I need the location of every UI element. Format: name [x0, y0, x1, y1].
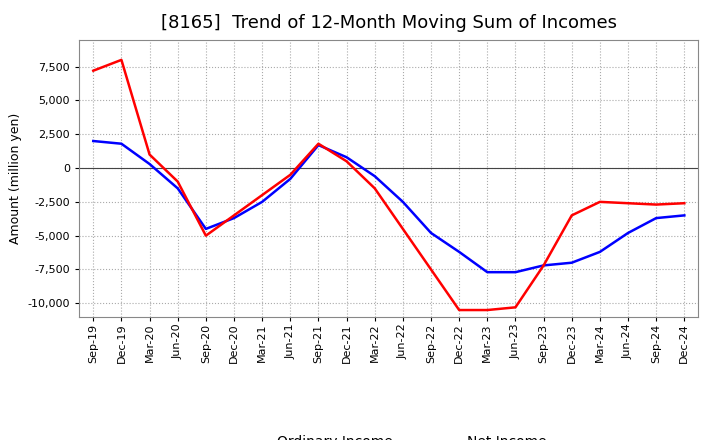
Net Income: [483, 308, 492, 313]
Net Income: [399, 226, 408, 231]
Net Income: [174, 179, 182, 184]
Ordinary Income: [370, 173, 379, 179]
Net Income: [680, 201, 688, 206]
Net Income: [624, 201, 632, 206]
Net Income: [370, 186, 379, 191]
Net Income: [567, 213, 576, 218]
Net Income: [202, 233, 210, 238]
Net Income: [258, 192, 266, 198]
Ordinary Income: [595, 249, 604, 254]
Ordinary Income: [145, 161, 154, 167]
Net Income: [427, 267, 436, 272]
Net Income: [342, 159, 351, 164]
Line: Net Income: Net Income: [94, 60, 684, 310]
Net Income: [652, 202, 660, 207]
Ordinary Income: [314, 143, 323, 148]
Ordinary Income: [652, 216, 660, 221]
Ordinary Income: [258, 199, 266, 205]
Ordinary Income: [202, 226, 210, 231]
Ordinary Income: [399, 199, 408, 205]
Ordinary Income: [230, 216, 238, 221]
Legend: Ordinary Income, Net Income: Ordinary Income, Net Income: [226, 429, 552, 440]
Ordinary Income: [455, 249, 464, 254]
Ordinary Income: [539, 263, 548, 268]
Ordinary Income: [680, 213, 688, 218]
Ordinary Income: [427, 230, 436, 235]
Net Income: [117, 57, 126, 62]
Net Income: [230, 213, 238, 218]
Ordinary Income: [483, 270, 492, 275]
Ordinary Income: [89, 138, 98, 143]
Ordinary Income: [286, 176, 294, 182]
Net Income: [511, 304, 520, 310]
Ordinary Income: [174, 186, 182, 191]
Title: [8165]  Trend of 12-Month Moving Sum of Incomes: [8165] Trend of 12-Month Moving Sum of I…: [161, 15, 617, 33]
Ordinary Income: [624, 230, 632, 235]
Net Income: [539, 263, 548, 268]
Net Income: [455, 308, 464, 313]
Net Income: [145, 152, 154, 157]
Net Income: [314, 141, 323, 147]
Line: Ordinary Income: Ordinary Income: [94, 141, 684, 272]
Net Income: [595, 199, 604, 205]
Y-axis label: Amount (million yen): Amount (million yen): [9, 113, 22, 244]
Net Income: [286, 172, 294, 177]
Ordinary Income: [342, 154, 351, 160]
Ordinary Income: [511, 270, 520, 275]
Ordinary Income: [567, 260, 576, 265]
Net Income: [89, 68, 98, 73]
Ordinary Income: [117, 141, 126, 147]
